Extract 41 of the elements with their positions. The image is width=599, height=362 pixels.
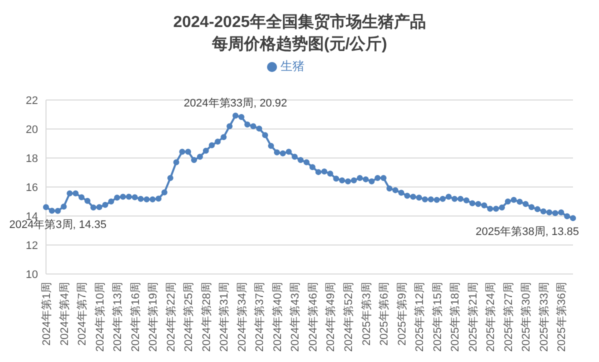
x-tick-label: 2025年第24周 [485,282,498,352]
y-tick-label: 18 [26,152,38,165]
x-tick-label: 2024年第19周 [148,282,160,352]
x-tick-label: 2024年第7周 [76,282,89,346]
x-tick-label: 2025年第3周 [360,282,373,346]
x-tick-label: 2025年第33周 [538,282,550,352]
y-tick-label: 22 [26,94,38,107]
x-tick-label: 2025年第30周 [520,282,533,352]
chart-title: 2024-2025年全国集贸市场生猪产品 [172,12,427,33]
x-tick-label: 2024年第46周 [307,282,320,352]
x-tick-label: 2025年第18周 [450,282,462,352]
x-tick-label: 2024年第25周 [183,282,196,352]
x-tick-label: 2024年第52周 [342,282,355,352]
legend-label: 生猪 [280,59,304,73]
data-label: 2025年第38周, 13.85 [476,226,579,238]
x-tick-label: 2024年第37周 [254,282,266,352]
x-tick-label: 2025年第36周 [556,282,568,352]
x-tick-label: 2024年第34周 [236,282,248,352]
x-tick-label: 2025年第6周 [378,282,391,346]
y-tick-label: 12 [26,240,38,252]
y-tick-label: 20 [26,124,38,136]
x-tick-label: 2025年第12周 [414,282,426,352]
x-tick-label: 2024年第31周 [218,282,231,352]
x-tick-label: 2025年第15周 [432,282,444,352]
x-tick-label: 2025年第27周 [502,282,515,352]
x-tick-label: 2024年第28周 [200,282,213,352]
x-tick-label: 2024年第1周 [41,282,53,346]
x-tick-label: 2024年第49周 [325,282,338,352]
data-label: 2024年第33周, 20.92 [184,98,288,110]
x-tick-label: 2024年第22周 [165,282,178,352]
x-tick-label: 2024年第43周 [290,282,302,352]
x-tick-label: 2024年第13周 [112,282,124,352]
x-tick-label: 2025年第9周 [396,282,408,346]
x-tick-label: 2024年第4周 [58,282,71,346]
x-tick-label: 2024年第40周 [272,282,284,352]
x-tick-label: 2024年第10周 [94,282,106,352]
chart-subtitle: 每周价格趋势图(元/公斤) [210,34,388,55]
y-tick-label: 16 [26,182,38,194]
x-tick-label: 2025年第21周 [467,282,480,352]
x-tick-label: 2024年第16周 [130,282,142,352]
y-tick-label: 10 [26,268,38,281]
